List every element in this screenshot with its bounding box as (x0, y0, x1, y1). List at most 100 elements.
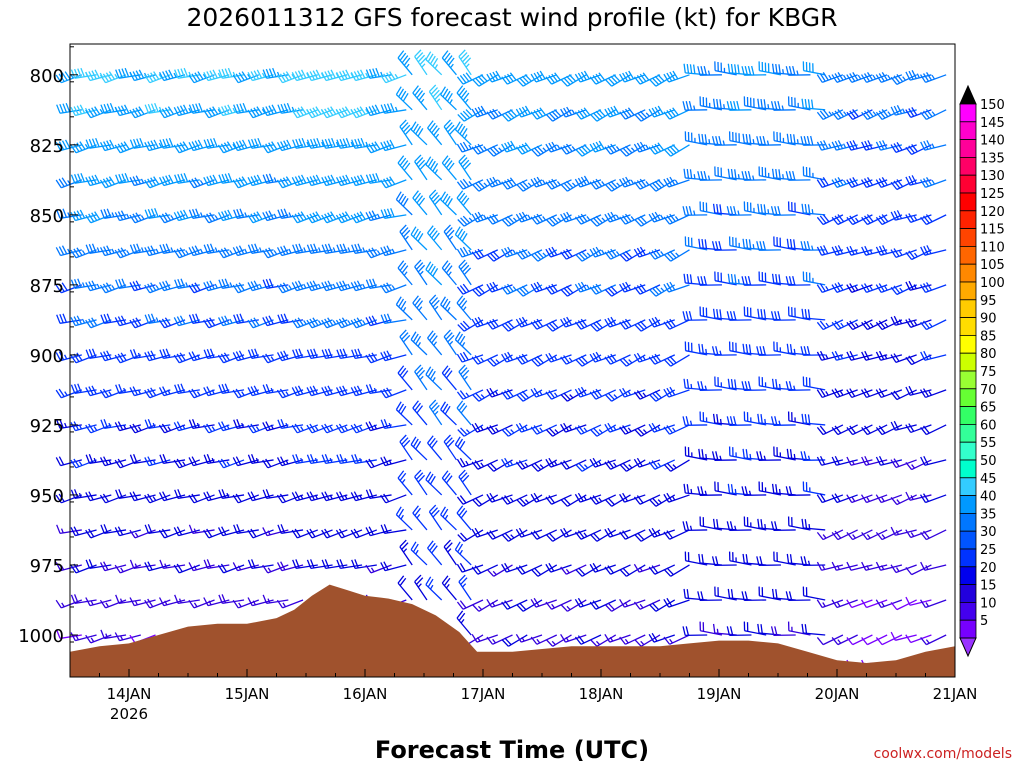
wind-barb (397, 155, 413, 181)
barb-feather (194, 245, 201, 255)
barb-feather (129, 109, 136, 119)
barb-feather (99, 284, 107, 294)
barb-feather (262, 354, 269, 364)
wind-barb (188, 282, 215, 294)
barb-shaft (179, 354, 201, 364)
barb-feather (474, 527, 481, 537)
barb-feather (353, 108, 360, 117)
wind-barb (217, 315, 245, 327)
barb-shaft (296, 494, 318, 502)
barb-feather (432, 89, 440, 98)
wind-barb (428, 84, 443, 111)
barb-shaft (355, 179, 377, 187)
barb-shaft (443, 441, 457, 461)
barb-shaft (340, 494, 363, 502)
barb-feather (524, 105, 531, 115)
barb-feather (521, 106, 528, 116)
barb-shaft (463, 424, 484, 437)
barb-half-feather (380, 71, 384, 77)
barb-feather (327, 348, 333, 358)
barb-feather (507, 320, 515, 329)
barb-feather (501, 114, 509, 122)
barb-feather (445, 55, 453, 64)
barb-feather (158, 214, 166, 224)
wind-barb (501, 562, 528, 573)
barb-feather (306, 177, 312, 186)
barb-feather (55, 562, 62, 571)
barb-feather (147, 208, 153, 219)
barb-shaft (266, 424, 289, 432)
barb-feather (103, 351, 109, 361)
wind-barb (144, 282, 171, 294)
barb-shaft (425, 269, 443, 286)
wind-barb (158, 212, 186, 224)
barb-feather (250, 386, 256, 396)
barb-feather (414, 574, 422, 583)
barb-feather (414, 192, 421, 201)
barb-feather (247, 529, 254, 539)
wind-barb (501, 214, 528, 227)
barb-feather (59, 208, 64, 219)
barb-half-feather (388, 422, 392, 428)
barb-feather (144, 104, 150, 114)
barb-half-feather (60, 565, 65, 571)
barb-feather (188, 104, 194, 114)
barb-shaft (89, 459, 112, 465)
wind-barb (399, 539, 413, 566)
barb-shaft (74, 284, 97, 289)
barb-feather (445, 265, 453, 274)
barb-feather (188, 494, 195, 504)
wind-barb (443, 119, 457, 146)
barb-feather (129, 492, 135, 501)
barb-feather (158, 319, 166, 329)
barb-shaft (133, 459, 156, 465)
barb-shaft (193, 284, 215, 294)
barb-half-feather (434, 410, 439, 416)
barb-feather (335, 319, 343, 329)
barb-feather (253, 107, 260, 116)
barb-feather (368, 353, 375, 362)
barb-feather (129, 634, 136, 644)
barb-feather (309, 243, 315, 254)
barb-shaft (61, 284, 83, 294)
barb-feather (486, 321, 494, 330)
barb-shaft (369, 494, 392, 500)
wind-barb (501, 424, 528, 437)
barb-feather (158, 424, 166, 434)
barb-feather (486, 73, 493, 83)
barb-feather (294, 491, 301, 501)
barb-feather (380, 74, 387, 84)
wind-barb (129, 423, 156, 434)
wind-barb (174, 489, 200, 500)
barb-feather (218, 279, 223, 289)
barb-feather (516, 79, 524, 87)
barb-feather (213, 137, 218, 148)
wind-barb (428, 189, 443, 216)
barb-feather (79, 104, 86, 114)
barb-feather (427, 368, 434, 378)
barb-half-feather (365, 108, 369, 114)
barb-feather (477, 316, 484, 326)
barb-feather (427, 158, 434, 168)
barb-feather (165, 175, 171, 185)
barb-half-feather (158, 73, 163, 79)
wind-barb (277, 419, 304, 430)
wind-barb (173, 247, 201, 259)
wind-barb (276, 456, 304, 467)
barb-shaft (370, 424, 392, 432)
barb-feather (206, 138, 212, 149)
barb-feather (327, 317, 334, 326)
barb-shaft (134, 319, 156, 329)
barb-feather (191, 388, 198, 398)
barb-feather (58, 456, 65, 466)
barb-feather (232, 74, 239, 84)
barb-feather (283, 350, 289, 360)
barb-feather (447, 439, 455, 448)
barb-feather (283, 140, 289, 150)
barb-shaft (370, 214, 392, 222)
barb-half-feather (359, 426, 363, 431)
barb-half-feather (329, 494, 333, 500)
wind-barb (276, 599, 304, 609)
barb-feather (327, 385, 333, 395)
barb-feather (147, 178, 154, 187)
